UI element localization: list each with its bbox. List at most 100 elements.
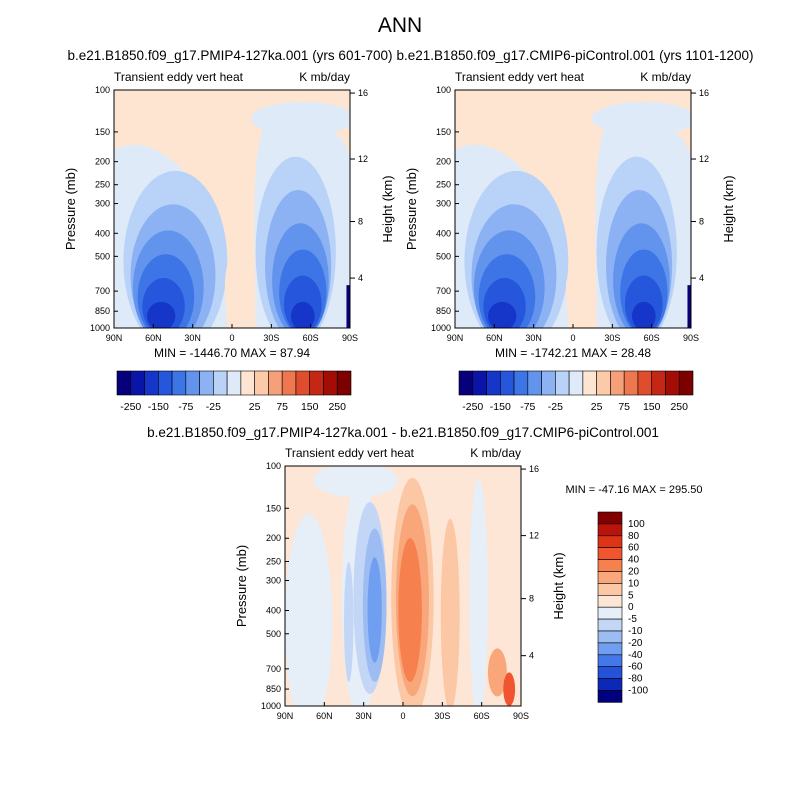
- colorbar-swatch: [116, 370, 132, 396]
- x-tick-label: 0: [400, 711, 405, 721]
- colorbar-label: 250: [670, 401, 688, 413]
- colorbar-label: -100: [628, 686, 648, 697]
- colorbar-swatch: [513, 370, 529, 396]
- colorbar-swatch: [597, 618, 623, 632]
- x-tick-label: 0: [229, 333, 234, 343]
- x-tick-label: 30N: [184, 333, 201, 343]
- x-tick-label: 60S: [474, 711, 490, 721]
- panel-title: b.e21.B1850.f09_g17.PMIP4-127ka.001 (yrs…: [68, 48, 393, 63]
- y-right-tick-label: 4: [699, 273, 704, 283]
- y-tick-label: 100: [266, 461, 281, 471]
- y-tick-label: 500: [95, 251, 110, 261]
- colorbar-label: 25: [591, 401, 603, 413]
- y-right-tick-label: 12: [358, 154, 368, 164]
- x-tick-label: 30S: [434, 711, 450, 721]
- x-tick-label: 30S: [263, 333, 279, 343]
- colorbar-label: -20: [628, 638, 643, 649]
- colorbar-label: 0: [628, 602, 634, 613]
- colorbar-label: 75: [618, 401, 630, 413]
- diff-small-blue: [344, 562, 354, 682]
- y-tick-label: 200: [266, 533, 281, 543]
- y-tick-label: 100: [95, 85, 110, 95]
- colorbar-label: -75: [178, 401, 193, 413]
- colorbar-label: 10: [628, 578, 640, 589]
- y-right-tick-label: 8: [358, 217, 363, 227]
- colorbar-label: -250: [120, 401, 141, 413]
- y-axis-label: Pressure (mb): [404, 168, 419, 250]
- x-tick-label: 60N: [145, 333, 162, 343]
- colorbar-label: -60: [628, 662, 643, 673]
- colorbar-label: 20: [628, 567, 640, 578]
- x-tick-label: 60N: [486, 333, 503, 343]
- colorbar-swatch: [597, 678, 623, 691]
- colorbar-swatch: [597, 666, 623, 679]
- colorbar-label: -250: [462, 401, 483, 413]
- colorbar-swatch: [130, 370, 145, 396]
- colorbar-label: 150: [643, 401, 661, 413]
- min-max-stats: MIN = -1742.21 MAX = 28.48: [495, 346, 651, 360]
- diff-sh-light-blue: [469, 478, 488, 706]
- colorbar-label: 250: [328, 401, 346, 413]
- colorbar-label: 80: [628, 531, 640, 542]
- y-tick-label: 250: [95, 180, 110, 190]
- y-right-tick-label: 16: [699, 88, 709, 98]
- equatorial-positive-region: [565, 270, 590, 300]
- nh-core-level-6: [488, 301, 517, 328]
- colorbar-swatch: [555, 370, 570, 396]
- y-tick-label: 400: [266, 605, 281, 615]
- colorbar-label: -10: [628, 626, 643, 637]
- colorbar-label: -150: [148, 401, 169, 413]
- y-tick-label: 250: [266, 557, 281, 567]
- y-tick-label: 500: [436, 251, 451, 261]
- sh-core-level-6: [291, 301, 315, 328]
- colorbar-panel-2: -250 -150 -75 -25 25 75 150 250: [458, 370, 694, 413]
- colorbar-swatch: [678, 370, 694, 396]
- panel-2: b.e21.B1850.f09_g17.CMIP6-piControl.001 …: [397, 48, 754, 360]
- colorbar-swatch: [597, 571, 623, 584]
- x-tick-label: 60S: [644, 333, 660, 343]
- y-right-tick-label: 4: [358, 273, 363, 283]
- y-tick-label: 300: [266, 576, 281, 586]
- colorbar-swatch: [541, 370, 556, 396]
- y-tick-label: 150: [95, 127, 110, 137]
- colorbar-label: 100: [628, 519, 645, 530]
- colorbar-label: 75: [276, 401, 288, 413]
- upper-light-blue-band: [250, 101, 350, 136]
- colorbar-swatch: [309, 370, 324, 396]
- y-tick-label: 1000: [90, 323, 110, 333]
- figure-title: ANN: [377, 14, 423, 37]
- y-tick-label: 1000: [431, 323, 451, 333]
- diff-sh-warm: [440, 518, 460, 706]
- y-tick-label: 100: [436, 85, 451, 95]
- colorbar-swatch: [597, 523, 623, 537]
- colorbar-swatch: [226, 370, 242, 396]
- panel-subtitle-right: K mb/day: [470, 446, 521, 460]
- y-right-tick-label: 12: [529, 531, 539, 541]
- colorbar-swatch: [171, 370, 187, 396]
- x-tick-label: 90N: [447, 333, 464, 343]
- colorbar-swatch: [157, 370, 173, 396]
- diff-tropical-warm-3: [398, 538, 422, 682]
- y-right-tick-label: 8: [529, 594, 534, 604]
- y-tick-label: 700: [95, 286, 110, 296]
- colorbar-label: 25: [249, 401, 261, 413]
- x-tick-label: 60S: [303, 333, 319, 343]
- x-tick-label: 30N: [355, 711, 372, 721]
- sh-core-level-6: [632, 301, 656, 328]
- colorbar-swatch: [568, 370, 584, 396]
- colorbar-swatch: [323, 370, 338, 396]
- panel-1: b.e21.B1850.f09_g17.PMIP4-127ka.001 (yrs…: [63, 48, 395, 360]
- colorbar-swatch: [486, 370, 501, 396]
- colorbar-swatch: [597, 642, 623, 656]
- colorbar-swatch: [651, 370, 666, 396]
- y-axis-label: Pressure (mb): [63, 168, 78, 250]
- panel-subtitle-right: K mb/day: [640, 70, 691, 84]
- colorbar-swatch: [623, 370, 639, 396]
- upper-light-blue-band: [591, 101, 691, 136]
- colorbar-swatch: [268, 370, 283, 396]
- y-tick-label: 700: [436, 286, 451, 296]
- y-tick-label: 150: [266, 503, 281, 513]
- colorbar-swatch: [199, 370, 214, 396]
